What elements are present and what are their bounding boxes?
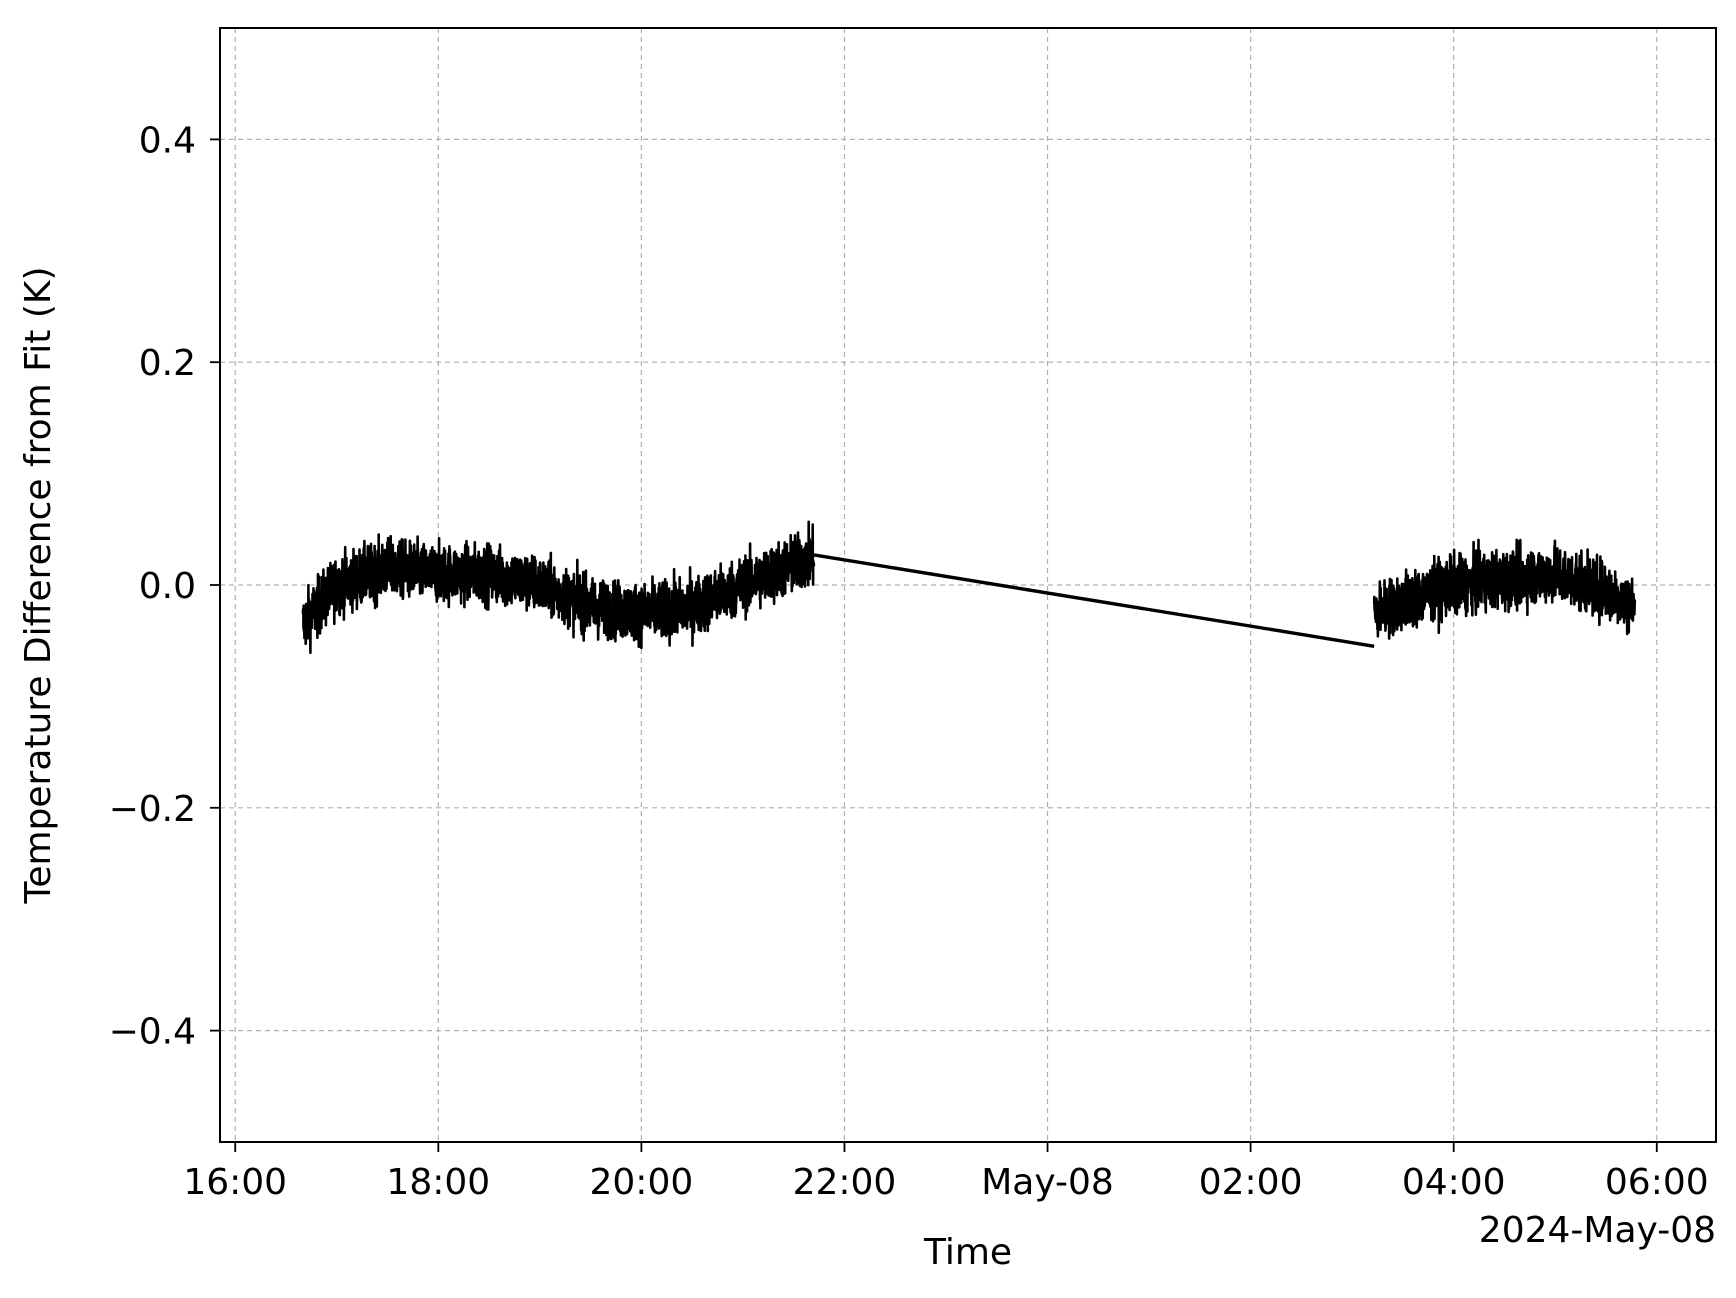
x-tick-label: 22:00 — [793, 1162, 897, 1203]
x-tick-label: 06:00 — [1605, 1162, 1709, 1203]
x-axis-label: Time — [923, 1232, 1012, 1273]
x-tick-label: 18:00 — [386, 1162, 490, 1203]
y-axis-label: Temperature Difference from Fit (K) — [18, 266, 59, 904]
x-tick-label: 20:00 — [590, 1162, 694, 1203]
y-tick-label: −0.4 — [109, 1012, 196, 1053]
x-axis-offset-label: 2024-May-08 — [1479, 1210, 1716, 1251]
plot-area — [301, 520, 1637, 655]
y-tick-label: 0.4 — [139, 120, 196, 161]
y-tick-label: −0.2 — [109, 789, 196, 830]
axis-ticks: 16:00 18:00 20:00 22:00 May-08 02:00 04:00 06:0… — [109, 120, 1709, 1203]
series-0-segment-1 — [1372, 538, 1637, 640]
y-tick-label: 0.0 — [139, 566, 196, 607]
y-tick-label: 0.2 — [139, 343, 196, 384]
x-tick-label: 02:00 — [1199, 1162, 1303, 1203]
series-0-gap-line — [813, 553, 1375, 648]
x-tick-label: May-08 — [981, 1162, 1114, 1203]
x-tick-label: 04:00 — [1402, 1162, 1506, 1203]
series-0-segment-0 — [301, 520, 816, 655]
x-tick-label: 16:00 — [183, 1162, 287, 1203]
